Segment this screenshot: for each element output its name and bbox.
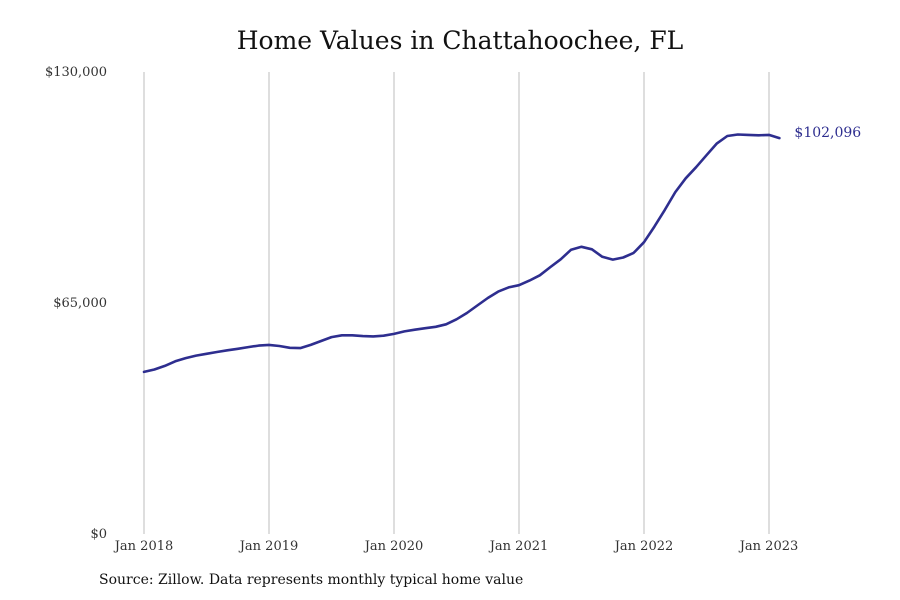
x-tick-label: Jan 2021 <box>488 539 549 554</box>
chart-title: Home Values in Chattahoochee, FL <box>236 26 684 55</box>
y-tick-label: $0 <box>90 527 107 542</box>
x-tick-label: Jan 2019 <box>238 539 299 554</box>
x-tick-label: Jan 2020 <box>363 539 424 554</box>
y-tick-label: $65,000 <box>53 296 107 311</box>
source-note: Source: Zillow. Data represents monthly … <box>99 572 524 588</box>
grid-layer <box>143 72 770 534</box>
x-tick-label: Jan 2018 <box>113 539 174 554</box>
x-tick-label: Jan 2022 <box>613 539 674 554</box>
end-value-label: $102,096 <box>794 125 861 141</box>
y-tick-label: $130,000 <box>45 65 107 80</box>
x-tick-label: Jan 2023 <box>738 539 799 554</box>
home-value-line <box>142 133 781 374</box>
x-axis-ticks: Jan 2018 Jan 2019 Jan 2020 Jan 2021 Jan 2022… <box>113 539 799 554</box>
y-axis-ticks: $0 $65,000 $130,000 <box>45 65 107 542</box>
